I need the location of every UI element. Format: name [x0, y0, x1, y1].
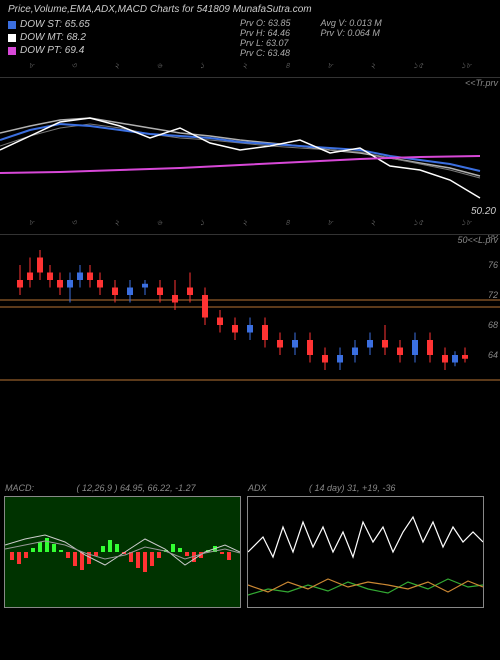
- stats-grid: Prv O: 63.85 Avg V: 0.013 M Prv H: 64.46…: [240, 18, 382, 58]
- stat-prev-h: Prv H: 64.46: [240, 28, 291, 38]
- color-swatch-pt: [8, 47, 16, 55]
- legend-st-label: DOW ST: 65.65: [20, 19, 90, 30]
- color-swatch-mt: [8, 34, 16, 42]
- macd-params: ( 12,26,9 ) 64.95, 66.22, -1.27: [77, 483, 196, 493]
- candle-y-top-label: 50<<L.prv: [457, 235, 498, 245]
- color-swatch-st: [8, 21, 16, 29]
- stat-prev-o: Prv O: 63.85: [240, 18, 291, 28]
- candle-chart-panel[interactable]: 50<<L.prv 6468727680: [0, 234, 500, 385]
- date-axis-mid: ৮৩২৬১২৪৮২১৫১৮: [0, 213, 500, 234]
- macd-panel[interactable]: MACD: ( 12,26,9 ) 64.95, 66.22, -1.27: [4, 496, 241, 608]
- legend-mt: DOW MT: 68.2: [8, 32, 90, 43]
- legend-pt-label: DOW PT: 69.4: [20, 45, 84, 56]
- line-y-top-label: <<Tr.prv: [465, 78, 498, 88]
- svg-text:68: 68: [488, 320, 498, 330]
- legend-mt-label: DOW MT: 68.2: [20, 32, 86, 43]
- adx-panel[interactable]: ADX ( 14 day) 31, +19, -36: [247, 496, 484, 608]
- line-chart-panel[interactable]: <<Tr.prv 50.20: [0, 77, 500, 213]
- date-axis-top: ৮৩২৬১২৪৮২১৫১৮: [0, 56, 500, 77]
- adx-params: ( 14 day) 31, +19, -36: [309, 483, 395, 493]
- stat-prv-v: Prv V: 0.064 M: [321, 28, 382, 38]
- svg-text:64: 64: [488, 350, 498, 360]
- last-price-label: 50.20: [471, 206, 496, 217]
- chart-title: Price,Volume,EMA,ADX,MACD Charts for 541…: [0, 0, 500, 19]
- bottom-panels: MACD: ( 12,26,9 ) 64.95, 66.22, -1.27 AD…: [0, 492, 500, 612]
- stat-prev-c: Prv C: 63.48: [240, 48, 291, 58]
- stat-avg-v: Avg V: 0.013 M: [321, 18, 382, 28]
- legend-pt: DOW PT: 69.4: [8, 45, 90, 56]
- svg-text:72: 72: [488, 290, 498, 300]
- adx-label: ADX: [248, 483, 267, 493]
- svg-text:76: 76: [488, 260, 498, 270]
- macd-label: MACD:: [5, 483, 34, 493]
- legend-st: DOW ST: 65.65: [8, 19, 90, 30]
- stat-prev-l: Prv L: 63.07: [240, 38, 291, 48]
